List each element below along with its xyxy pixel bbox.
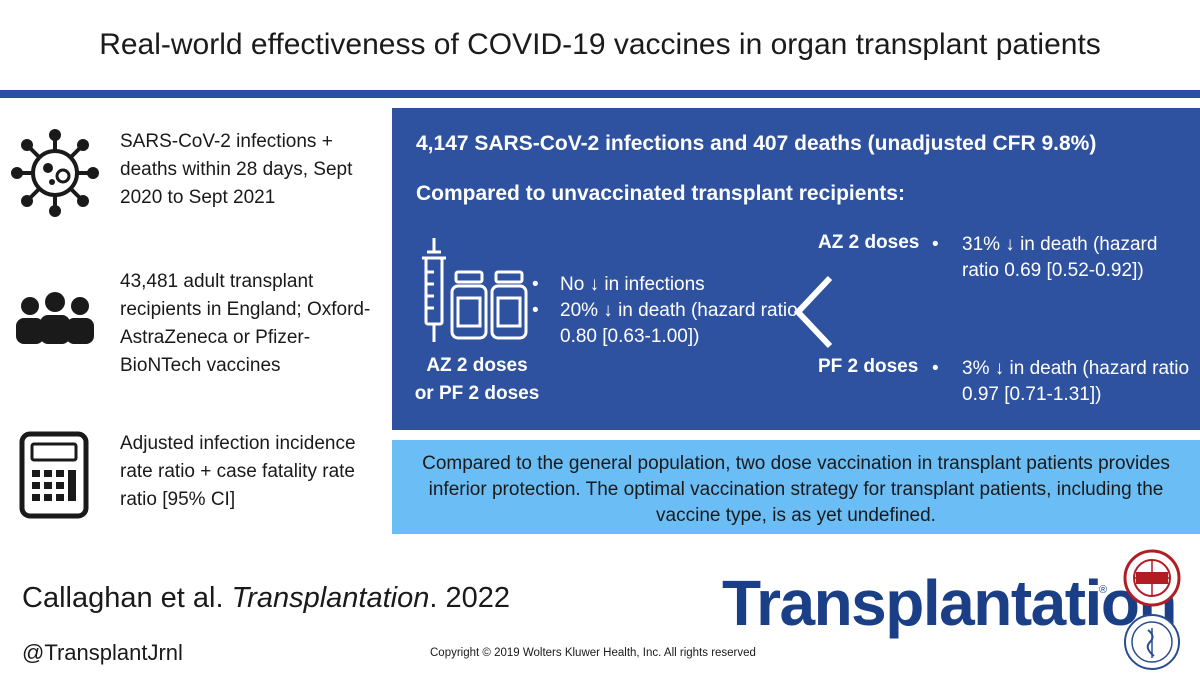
left-item-text: Adjusted infection incidence rate ratio … (120, 433, 356, 510)
journal-logo: Transplantation (722, 567, 1178, 639)
citation: Callaghan et al. Transplantation. 2022 (22, 582, 510, 615)
calculator-icon (19, 431, 89, 519)
tts-society-seal-icon (1123, 549, 1181, 607)
doses-label-line2: or PF 2 doses (414, 383, 540, 404)
az-label: AZ 2 doses (818, 232, 920, 253)
citation-journal: Transplantation (231, 582, 430, 614)
registered-mark: ® (1099, 584, 1108, 596)
branch-chevron-icon (793, 275, 833, 349)
pf-label: PF 2 doses (818, 356, 919, 377)
twitter-handle: @TransplantJrnl (22, 640, 183, 665)
left-item-text: 43,481 adult transplant recipients in En… (120, 271, 371, 376)
virus-icon (11, 129, 99, 217)
conclusion-panel: Compared to the general population, two … (392, 440, 1200, 534)
citation-year: . 2022 (429, 582, 510, 614)
results-panel: 4,147 SARS-CoV-2 infections and 407 deat… (392, 108, 1200, 430)
list-item: 3% ↓ in death (hazard ratio 0.97 [0.71-1… (932, 356, 1192, 408)
doses-label-line1: AZ 2 doses (426, 355, 528, 376)
pf-result: 3% ↓ in death (hazard ratio 0.97 [0.71-1… (932, 356, 1192, 408)
az-result: 31% ↓ in death (hazard ratio 0.69 [0.52-… (932, 232, 1192, 284)
copyright-notice: Copyright © 2019 Wolters Kluwer Health, … (430, 647, 756, 659)
list-item: 31% ↓ in death (hazard ratio 0.69 [0.52-… (932, 232, 1192, 284)
citation-authors: Callaghan et al. (22, 582, 232, 614)
left-item-text: SARS-CoV-2 infections + deaths within 28… (120, 131, 353, 208)
doses-label: AZ 2 doses or PF 2 doses (402, 352, 552, 408)
list-item: 20% ↓ in death (hazard ratio 0.80 [0.63-… (532, 298, 802, 350)
page-title: Real-world effectiveness of COVID-19 vac… (99, 28, 1101, 61)
title-divider (0, 90, 1200, 98)
list-item: No ↓ in infections (532, 272, 802, 298)
syringe-vials-icon (422, 238, 528, 342)
results-headline: 4,147 SARS-CoV-2 infections and 407 deat… (416, 132, 1097, 155)
overall-results-list: No ↓ in infections 20% ↓ in death (hazar… (532, 272, 802, 350)
people-group-icon (16, 292, 94, 344)
transplantation-society-seal-icon (1124, 614, 1180, 670)
results-subhead: Compared to unvaccinated transplant reci… (416, 182, 905, 205)
